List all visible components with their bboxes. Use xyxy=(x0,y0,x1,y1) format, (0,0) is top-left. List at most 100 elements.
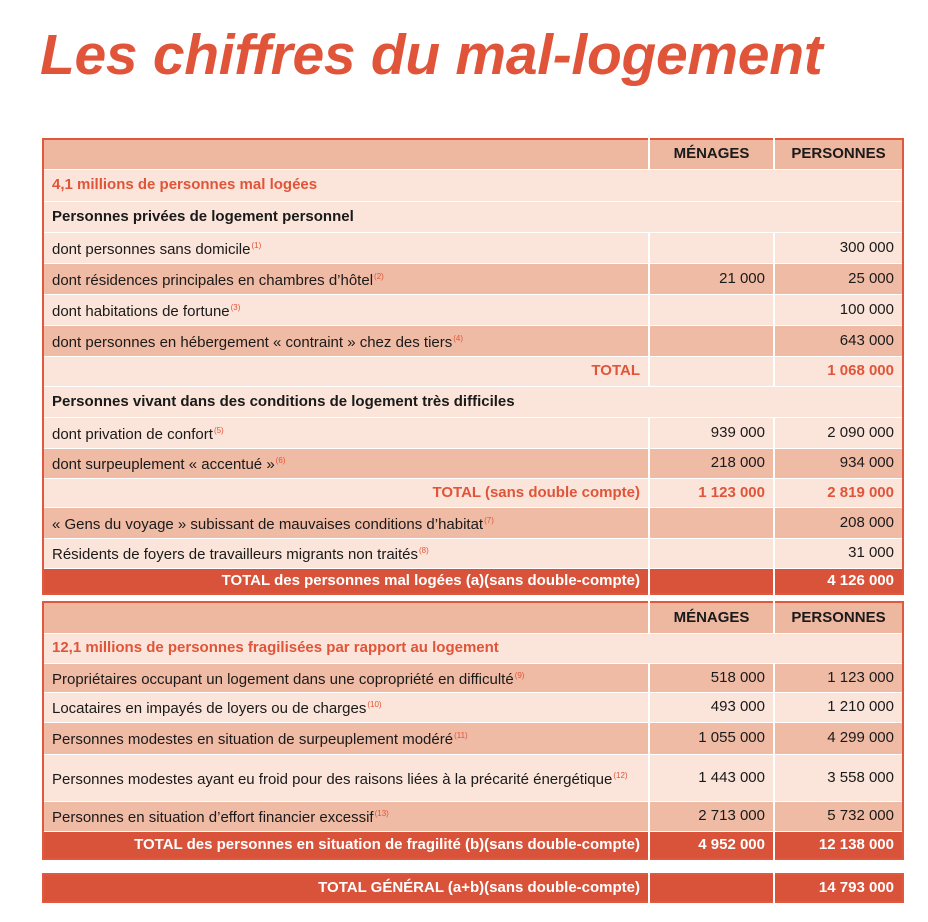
value: 934 000 xyxy=(773,448,903,479)
row: dont habitations de fortune(3) 100 000 xyxy=(43,294,903,326)
header-cell: PERSONNES xyxy=(773,139,903,170)
heading-row: Personnes vivant dans des conditions de … xyxy=(43,386,903,418)
label-text: Propriétaires occupant un logement dans … xyxy=(52,670,514,688)
label: dont résidences principales en chambres … xyxy=(43,263,649,295)
row: Personnes modestes en situation de surpe… xyxy=(43,722,903,755)
label-text: Personnes modestes en situation de surpe… xyxy=(52,731,454,748)
row: dont résidences principales en chambres … xyxy=(43,263,903,295)
table-total-general: TOTAL GÉNÉRAL (a+b)(sans double-compte) 1… xyxy=(42,873,904,903)
label-text: dont surpeuplement « accentué » xyxy=(52,456,275,473)
value: 518 000 xyxy=(648,663,774,693)
cell xyxy=(648,232,774,264)
label-text: « Gens du voyage » subissant de mauvaise… xyxy=(52,515,484,533)
section-row: 4,1 millions de personnes mal logées xyxy=(43,169,903,202)
row: dont surpeuplement « accentué »(6) 218 00… xyxy=(43,448,903,479)
total-label: TOTAL xyxy=(43,356,649,387)
title: Les chiffres du mal-logement xyxy=(40,23,823,87)
note: (2) xyxy=(374,271,384,281)
cell xyxy=(648,356,774,387)
label-text: Personnes en situation d’effort financie… xyxy=(52,809,374,826)
row: Propriétaires occupant un logement dans … xyxy=(43,663,903,693)
value: 218 000 xyxy=(648,448,774,479)
table-mal-loges: MÉNAGES PERSONNES 4,1 millions de personn… xyxy=(42,138,904,595)
note: (1) xyxy=(251,240,262,250)
value: 1 068 000 xyxy=(773,356,903,387)
label: Propriétaires occupant un logement dans … xyxy=(43,663,649,693)
row: dont personnes sans domicile(1) 300 000 xyxy=(43,232,903,264)
value: 4 126 000 xyxy=(773,568,903,595)
section-row: 12,1 millions de personnes fragilisées p… xyxy=(43,633,903,664)
row: Personnes modestes ayant eu froid pour d… xyxy=(43,754,903,802)
value: 2 819 000 xyxy=(773,478,903,508)
label: Personnes en situation d’effort financie… xyxy=(43,801,649,832)
value: 643 000 xyxy=(773,325,903,357)
label-text: dont privation de confort xyxy=(52,425,213,443)
total-label: TOTAL GÉNÉRAL (a+b)(sans double-compte) xyxy=(43,874,649,903)
label: dont privation de confort(5) xyxy=(43,417,649,449)
row: « Gens du voyage » subissant de mauvaise… xyxy=(43,507,903,539)
label-text: Résidents de foyers de travailleurs migr… xyxy=(52,546,419,563)
value: 3 558 000 xyxy=(773,754,903,802)
note: (9) xyxy=(514,670,525,680)
total-row: TOTAL (sans double compte) 1 123 000 2 819… xyxy=(43,478,903,508)
cell xyxy=(648,874,774,903)
note: (7) xyxy=(484,515,494,525)
total-label: TOTAL des personnes en situation de frag… xyxy=(43,831,649,860)
row: dont privation de confort(5) 939 000 2 090… xyxy=(43,417,903,449)
cell xyxy=(648,325,774,357)
value: 4 952 000 xyxy=(648,831,774,860)
header-row: MÉNAGES PERSONNES xyxy=(43,602,903,634)
label: dont personnes sans domicile(1) xyxy=(43,232,649,264)
value: 1 210 000 xyxy=(773,692,903,723)
value: 2 713 000 xyxy=(648,801,774,832)
row: Locataires en impayés de loyers ou de ch… xyxy=(43,692,903,723)
label-text: dont habitations de fortune xyxy=(52,302,230,320)
label-text: dont résidences principales en chambres … xyxy=(52,271,374,289)
value: 12 138 000 xyxy=(773,831,903,860)
section-label: 12,1 millions de personnes fragilisées p… xyxy=(43,633,903,664)
cell xyxy=(648,568,774,595)
note: (3) xyxy=(230,302,241,312)
value: 939 000 xyxy=(648,417,774,449)
grand-row: TOTAL des personnes mal logées (a)(sans … xyxy=(43,568,903,595)
grand-row: TOTAL GÉNÉRAL (a+b)(sans double-compte) 1… xyxy=(43,874,903,903)
cell xyxy=(648,294,774,326)
value: 5 732 000 xyxy=(773,801,903,832)
value: 300 000 xyxy=(773,232,903,264)
value: 100 000 xyxy=(773,294,903,326)
note: (10) xyxy=(367,700,382,709)
label: dont personnes en hébergement « contrain… xyxy=(43,325,649,357)
label: dont surpeuplement « accentué »(6) xyxy=(43,448,649,479)
heading-row: Personnes privées de logement personnel xyxy=(43,201,903,233)
value: 1 443 000 xyxy=(648,754,774,802)
cell xyxy=(648,507,774,539)
label-text: Personnes modestes ayant eu froid pour d… xyxy=(52,770,613,788)
note: (5) xyxy=(213,425,224,435)
label: « Gens du voyage » subissant de mauvaise… xyxy=(43,507,649,539)
label: Personnes modestes en situation de surpe… xyxy=(43,722,649,755)
total-label: TOTAL des personnes mal logées (a)(sans … xyxy=(43,568,649,595)
label-text: dont personnes en hébergement « contrain… xyxy=(52,333,453,351)
value: 2 090 000 xyxy=(773,417,903,449)
value: 25 000 xyxy=(773,263,903,295)
total-row: TOTAL 1 068 000 xyxy=(43,356,903,387)
note: (6) xyxy=(275,456,286,465)
value: 493 000 xyxy=(648,692,774,723)
cell xyxy=(43,602,649,634)
label-text: dont personnes sans domicile xyxy=(52,240,251,258)
heading-label: Personnes vivant dans des conditions de … xyxy=(43,386,903,418)
heading-label: Personnes privées de logement personnel xyxy=(43,201,903,233)
header-cell: MÉNAGES xyxy=(648,139,774,170)
value: 1 123 000 xyxy=(648,478,774,508)
label: dont habitations de fortune(3) xyxy=(43,294,649,326)
section-label: 4,1 millions de personnes mal logées xyxy=(43,169,903,202)
label-text: Locataires en impayés de loyers ou de ch… xyxy=(52,700,367,717)
note: (11) xyxy=(454,731,468,740)
note: (4) xyxy=(453,333,464,343)
label: Locataires en impayés de loyers ou de ch… xyxy=(43,692,649,723)
note: (13) xyxy=(374,809,389,818)
value: 1 123 000 xyxy=(773,663,903,693)
cell xyxy=(43,139,649,170)
total-label: TOTAL (sans double compte) xyxy=(43,478,649,508)
